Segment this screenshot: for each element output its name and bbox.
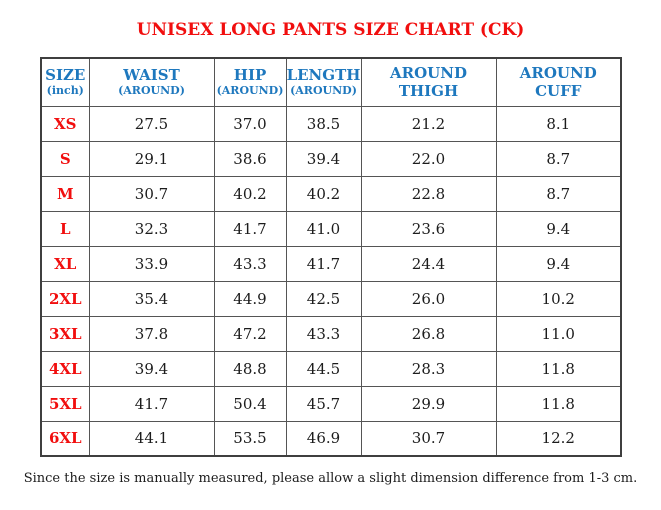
- measurement-value: 37.0: [213, 105, 287, 142]
- measurement-value: 41.0: [285, 210, 362, 247]
- measurement-value: 8.7: [495, 140, 622, 177]
- size-chart-table: SIZE (inch) WAIST (AROUND) HIP (AROUND) …: [40, 57, 622, 457]
- measurement-value: 21.2: [360, 105, 497, 142]
- measurement-value: 38.6: [213, 140, 287, 177]
- table-row: XL 33.9 43.3 41.7 24.4 9.4: [40, 245, 622, 282]
- measurement-value: 39.4: [88, 350, 215, 387]
- measurement-value: 11.0: [495, 315, 622, 352]
- measurement-value: 30.7: [360, 420, 497, 457]
- measurement-value: 38.5: [285, 105, 362, 142]
- size-label: XS: [40, 105, 90, 142]
- measurement-value: 43.3: [213, 245, 287, 282]
- table-row: M 30.7 40.2 40.2 22.8 8.7: [40, 175, 622, 212]
- column-header-around-cuff: AROUND CUFF: [495, 57, 622, 107]
- measurement-value: 28.3: [360, 350, 497, 387]
- measurement-value: 53.5: [213, 420, 287, 457]
- measurement-value: 22.0: [360, 140, 497, 177]
- measurement-value: 26.0: [360, 280, 497, 317]
- column-header-label: AROUND: [390, 63, 467, 82]
- measurement-value: 11.8: [495, 350, 622, 387]
- measurement-value: 27.5: [88, 105, 215, 142]
- column-header-label: HIP: [233, 65, 267, 84]
- table-row: 2XL 35.4 44.9 42.5 26.0 10.2: [40, 280, 622, 317]
- column-header-sublabel: (inch): [46, 84, 84, 98]
- table-row: 6XL 44.1 53.5 46.9 30.7 12.2: [40, 420, 622, 457]
- measurement-value: 10.2: [495, 280, 622, 317]
- table-row: 4XL 39.4 48.8 44.5 28.3 11.8: [40, 350, 622, 387]
- column-header-around-thigh: AROUND THIGH: [360, 57, 497, 107]
- column-header-sublabel: (AROUND): [216, 84, 284, 98]
- table-row: L 32.3 41.7 41.0 23.6 9.4: [40, 210, 622, 247]
- table-row: 3XL 37.8 47.2 43.3 26.8 11.0: [40, 315, 622, 352]
- size-label: 5XL: [40, 385, 90, 422]
- size-label: 3XL: [40, 315, 90, 352]
- column-header-label: WAIST: [123, 65, 180, 84]
- column-header-label: LENGTH: [286, 65, 361, 84]
- measurement-value: 41.7: [285, 245, 362, 282]
- measurement-disclaimer: Since the size is manually measured, ple…: [23, 471, 638, 486]
- measurement-value: 50.4: [213, 385, 287, 422]
- column-header-label: CUFF: [535, 82, 582, 101]
- page-title: UNISEX LONG PANTS SIZE CHART (CK): [136, 20, 525, 40]
- size-label: XL: [40, 245, 90, 282]
- size-chart-body: XS 27.5 37.0 38.5 21.2 8.1 S 29.1 38.6 39.4 22.0 8.…: [40, 105, 622, 457]
- measurement-value: 48.8: [213, 350, 287, 387]
- measurement-value: 29.1: [88, 140, 215, 177]
- measurement-value: 32.3: [88, 210, 215, 247]
- measurement-value: 23.6: [360, 210, 497, 247]
- measurement-value: 26.8: [360, 315, 497, 352]
- measurement-value: 9.4: [495, 245, 622, 282]
- column-header-label: SIZE: [45, 65, 86, 84]
- measurement-value: 8.1: [495, 105, 622, 142]
- measurement-value: 22.8: [360, 175, 497, 212]
- measurement-value: 43.3: [285, 315, 362, 352]
- measurement-value: 9.4: [495, 210, 622, 247]
- column-header-sublabel: (AROUND): [118, 84, 185, 98]
- measurement-value: 37.8: [88, 315, 215, 352]
- measurement-value: 24.4: [360, 245, 497, 282]
- measurement-value: 30.7: [88, 175, 215, 212]
- measurement-value: 29.9: [360, 385, 497, 422]
- table-row: XS 27.5 37.0 38.5 21.2 8.1: [40, 105, 622, 142]
- size-label: S: [40, 140, 90, 177]
- measurement-value: 45.7: [285, 385, 362, 422]
- size-label: 4XL: [40, 350, 90, 387]
- table-row: 5XL 41.7 50.4 45.7 29.9 11.8: [40, 385, 622, 422]
- column-header-size: SIZE (inch): [40, 57, 90, 107]
- measurement-value: 46.9: [285, 420, 362, 457]
- measurement-value: 33.9: [88, 245, 215, 282]
- size-label: L: [40, 210, 90, 247]
- measurement-value: 40.2: [213, 175, 287, 212]
- measurement-value: 47.2: [213, 315, 287, 352]
- measurement-value: 12.2: [495, 420, 622, 457]
- size-label: M: [40, 175, 90, 212]
- size-label: 2XL: [40, 280, 90, 317]
- measurement-value: 42.5: [285, 280, 362, 317]
- measurement-value: 41.7: [88, 385, 215, 422]
- column-header-length: LENGTH (AROUND): [285, 57, 362, 107]
- header-row: SIZE (inch) WAIST (AROUND) HIP (AROUND) …: [40, 57, 622, 107]
- column-header-sublabel: (AROUND): [290, 84, 357, 98]
- measurement-value: 8.7: [495, 175, 622, 212]
- column-header-waist: WAIST (AROUND): [88, 57, 215, 107]
- column-header-label: THIGH: [398, 82, 459, 101]
- measurement-value: 39.4: [285, 140, 362, 177]
- measurement-value: 41.7: [213, 210, 287, 247]
- size-label: 6XL: [40, 420, 90, 457]
- measurement-value: 11.8: [495, 385, 622, 422]
- table-row: S 29.1 38.6 39.4 22.0 8.7: [40, 140, 622, 177]
- measurement-value: 44.1: [88, 420, 215, 457]
- measurement-value: 40.2: [285, 175, 362, 212]
- measurement-value: 35.4: [88, 280, 215, 317]
- size-chart-header: SIZE (inch) WAIST (AROUND) HIP (AROUND) …: [40, 57, 622, 107]
- measurement-value: 44.9: [213, 280, 287, 317]
- column-header-hip: HIP (AROUND): [213, 57, 287, 107]
- column-header-label: AROUND: [519, 63, 597, 82]
- measurement-value: 44.5: [285, 350, 362, 387]
